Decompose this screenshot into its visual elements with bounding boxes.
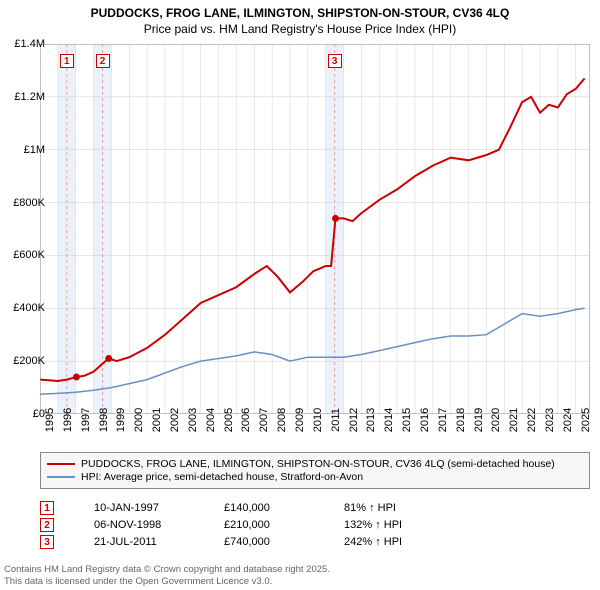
chart-marker-icon: 2: [96, 54, 110, 68]
y-tick-label: £800K: [13, 197, 45, 209]
sale-marker-icon: 1: [40, 501, 54, 515]
x-tick-label: 1997: [80, 408, 92, 432]
title-line-2: Price paid vs. HM Land Registry's House …: [8, 22, 592, 36]
x-tick-label: 2024: [562, 408, 574, 432]
y-tick-label: £600K: [13, 249, 45, 261]
x-tick-label: 2022: [526, 408, 538, 432]
sale-marker-icon: 2: [40, 518, 54, 532]
x-tick-label: 2017: [437, 408, 449, 432]
x-tick-label: 2011: [330, 408, 342, 432]
x-tick-label: 2010: [312, 408, 324, 432]
sale-price: £140,000: [224, 502, 344, 514]
sale-pct: 132% ↑ HPI: [344, 519, 494, 531]
x-tick-label: 2003: [187, 408, 199, 432]
y-tick-label: £200K: [13, 355, 45, 367]
legend-item: PUDDOCKS, FROG LANE, ILMINGTON, SHIPSTON…: [47, 458, 583, 470]
x-tick-label: 2006: [240, 408, 252, 432]
table-row: 3 21-JUL-2011 £740,000 242% ↑ HPI: [40, 535, 590, 549]
footer-line-1: Contains HM Land Registry data © Crown c…: [4, 564, 330, 576]
x-tick-label: 2014: [383, 408, 395, 432]
x-tick-label: 2004: [205, 408, 217, 432]
y-tick-label: £1.2M: [14, 91, 45, 103]
table-row: 2 06-NOV-1998 £210,000 132% ↑ HPI: [40, 518, 590, 532]
x-tick-label: 1995: [44, 408, 56, 432]
legend-item: HPI: Average price, semi-detached house,…: [47, 471, 583, 483]
x-tick-label: 1999: [115, 408, 127, 432]
legend: PUDDOCKS, FROG LANE, ILMINGTON, SHIPSTON…: [40, 452, 590, 489]
x-tick-label: 2019: [473, 408, 485, 432]
y-tick-label: £1.4M: [14, 38, 45, 50]
x-tick-label: 2025: [580, 408, 592, 432]
price-chart: [40, 44, 590, 414]
x-tick-label: 2013: [365, 408, 377, 432]
x-tick-label: 2021: [508, 408, 520, 432]
x-tick-label: 2008: [276, 408, 288, 432]
x-tick-label: 1996: [62, 408, 74, 432]
x-tick-label: 2018: [455, 408, 467, 432]
chart-marker-icon: 1: [60, 54, 74, 68]
x-tick-label: 2012: [348, 408, 360, 432]
chart-title: PUDDOCKS, FROG LANE, ILMINGTON, SHIPSTON…: [0, 0, 600, 38]
x-tick-label: 2016: [419, 408, 431, 432]
x-tick-label: 2002: [169, 408, 181, 432]
sale-date: 06-NOV-1998: [94, 519, 224, 531]
x-tick-label: 2009: [294, 408, 306, 432]
y-tick-label: £400K: [13, 302, 45, 314]
x-tick-label: 2000: [133, 408, 145, 432]
footer-attribution: Contains HM Land Registry data © Crown c…: [4, 564, 330, 588]
chart-marker-icon: 3: [328, 54, 342, 68]
x-tick-label: 1998: [98, 408, 110, 432]
legend-label: HPI: Average price, semi-detached house,…: [81, 471, 363, 483]
sale-date: 21-JUL-2011: [94, 536, 224, 548]
sale-price: £740,000: [224, 536, 344, 548]
y-tick-label: £1M: [24, 144, 45, 156]
legend-label: PUDDOCKS, FROG LANE, ILMINGTON, SHIPSTON…: [81, 458, 555, 470]
sale-marker-icon: 3: [40, 535, 54, 549]
title-line-1: PUDDOCKS, FROG LANE, ILMINGTON, SHIPSTON…: [8, 6, 592, 20]
footer-line-2: This data is licensed under the Open Gov…: [4, 576, 330, 588]
x-tick-label: 2020: [490, 408, 502, 432]
legend-swatch-icon: [47, 463, 75, 465]
legend-swatch-icon: [47, 476, 75, 478]
sale-date: 10-JAN-1997: [94, 502, 224, 514]
table-row: 1 10-JAN-1997 £140,000 81% ↑ HPI: [40, 501, 590, 515]
x-tick-label: 2005: [223, 408, 235, 432]
sale-pct: 81% ↑ HPI: [344, 502, 494, 514]
sale-price: £210,000: [224, 519, 344, 531]
x-tick-label: 2001: [151, 408, 163, 432]
sale-pct: 242% ↑ HPI: [344, 536, 494, 548]
sales-table: 1 10-JAN-1997 £140,000 81% ↑ HPI 2 06-NO…: [40, 498, 590, 552]
x-tick-label: 2023: [544, 408, 556, 432]
x-tick-label: 2015: [401, 408, 413, 432]
x-tick-label: 2007: [258, 408, 270, 432]
